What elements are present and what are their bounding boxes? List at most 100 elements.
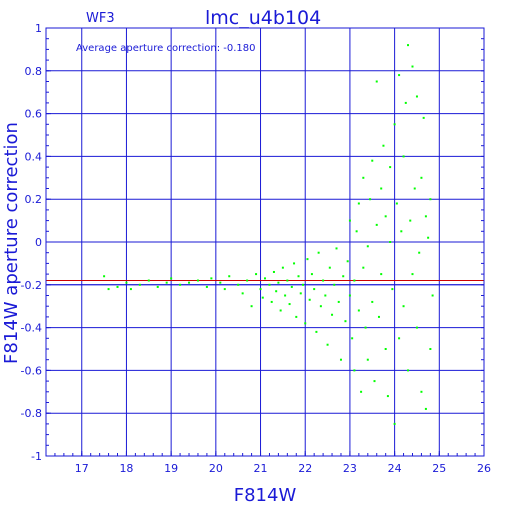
scatter-point — [219, 281, 222, 284]
scatter-point — [424, 407, 427, 410]
scatter-point — [317, 251, 320, 254]
scatter-point — [386, 395, 389, 398]
scatter-point — [420, 176, 423, 179]
scatter-point — [357, 309, 360, 312]
scatter-point — [395, 202, 398, 205]
scatter-point — [418, 251, 421, 254]
scatter-point — [348, 219, 351, 222]
scatter-point — [393, 422, 396, 425]
scatter-point — [264, 277, 266, 280]
scatter-point — [250, 305, 253, 308]
scatter-point — [346, 260, 349, 263]
scatter-point — [360, 390, 363, 393]
average-annotation: Average aperture correction: -0.180 — [76, 43, 256, 54]
scatter-point — [293, 262, 296, 265]
scatter-point — [371, 300, 374, 303]
y-tick-label: 0 — [35, 236, 42, 249]
scatter-point — [147, 279, 150, 282]
scatter-point — [364, 326, 367, 329]
scatter-point — [259, 288, 262, 291]
scatter-point — [348, 294, 351, 297]
scatter-point — [129, 288, 132, 291]
scatter-point — [331, 313, 334, 316]
scatter-point — [424, 215, 427, 218]
scatter-point — [411, 65, 414, 68]
scatter-point — [337, 300, 340, 303]
scatter-point — [306, 258, 309, 261]
scatter-point — [407, 369, 410, 372]
scatter-point — [328, 266, 331, 269]
x-tick-label: 17 — [75, 462, 89, 475]
scatter-point — [375, 223, 378, 226]
scatter-point — [351, 337, 354, 340]
scatter-point — [179, 283, 182, 286]
chip-label: WF3 — [86, 11, 115, 26]
scatter-point — [205, 285, 208, 288]
scatter-point — [373, 380, 376, 383]
y-tick-label: 0.2 — [25, 193, 43, 206]
scatter-point — [272, 270, 275, 273]
scatter-point — [223, 288, 226, 291]
scatter-point — [210, 277, 213, 280]
scatter-point — [398, 337, 401, 340]
scatter-point — [277, 281, 280, 284]
scatter-point — [322, 279, 325, 282]
scatter-point — [324, 294, 327, 297]
scatter-point — [290, 285, 293, 288]
scatter-point — [275, 290, 278, 293]
scatter-point — [326, 343, 329, 346]
scatter-point — [286, 279, 289, 282]
y-tick-label: 0.8 — [25, 65, 43, 78]
scatter-point — [116, 285, 119, 288]
scatter-point — [301, 283, 304, 286]
scatter-point — [344, 320, 347, 323]
scatter-point — [138, 283, 141, 286]
scatter-point — [279, 309, 282, 312]
scatter-point — [413, 187, 416, 190]
scatter-point — [371, 159, 374, 162]
y-tick-label: 0.4 — [25, 150, 43, 163]
scatter-point — [353, 279, 356, 282]
scatter-point — [402, 155, 405, 158]
scatter-point — [415, 326, 418, 329]
scatter-point — [391, 288, 394, 291]
scatter-point — [427, 236, 430, 239]
scatter-point — [431, 294, 434, 297]
scatter-point — [415, 95, 418, 98]
scatter-point — [304, 322, 307, 325]
scatter-point — [315, 330, 318, 333]
scatter-point — [270, 300, 273, 303]
scatter-point — [319, 305, 322, 308]
scatter-point — [246, 279, 249, 282]
y-tick-label: 0.6 — [25, 108, 43, 121]
scatter-point — [362, 176, 365, 179]
scatter-point — [284, 294, 287, 297]
scatter-point — [237, 283, 240, 286]
scatter-point — [382, 144, 385, 147]
scatter-point — [281, 266, 284, 269]
y-tick-label: -0.2 — [21, 279, 42, 292]
x-tick-label: 18 — [119, 462, 133, 475]
scatter-point — [103, 275, 106, 278]
scatter-point — [400, 230, 403, 233]
scatter-point — [156, 285, 159, 288]
scatter-point — [339, 358, 342, 361]
scatter-point — [389, 166, 392, 169]
scatter-point — [411, 273, 414, 276]
scatter-point — [420, 390, 423, 393]
scatter-point — [377, 315, 380, 318]
scatter-point — [422, 116, 425, 119]
scatter-point — [375, 80, 378, 83]
scatter-point — [355, 230, 358, 233]
reference-lines — [46, 280, 484, 286]
scatter-point — [170, 277, 173, 280]
scatter-point — [384, 348, 387, 350]
scatter-point — [393, 123, 396, 126]
scatter-point — [313, 288, 316, 291]
y-axis-label: F814W aperture correction — [1, 122, 22, 364]
scatter-point — [196, 279, 199, 282]
scatter-point — [402, 305, 405, 308]
x-tick-label: 26 — [477, 462, 491, 475]
